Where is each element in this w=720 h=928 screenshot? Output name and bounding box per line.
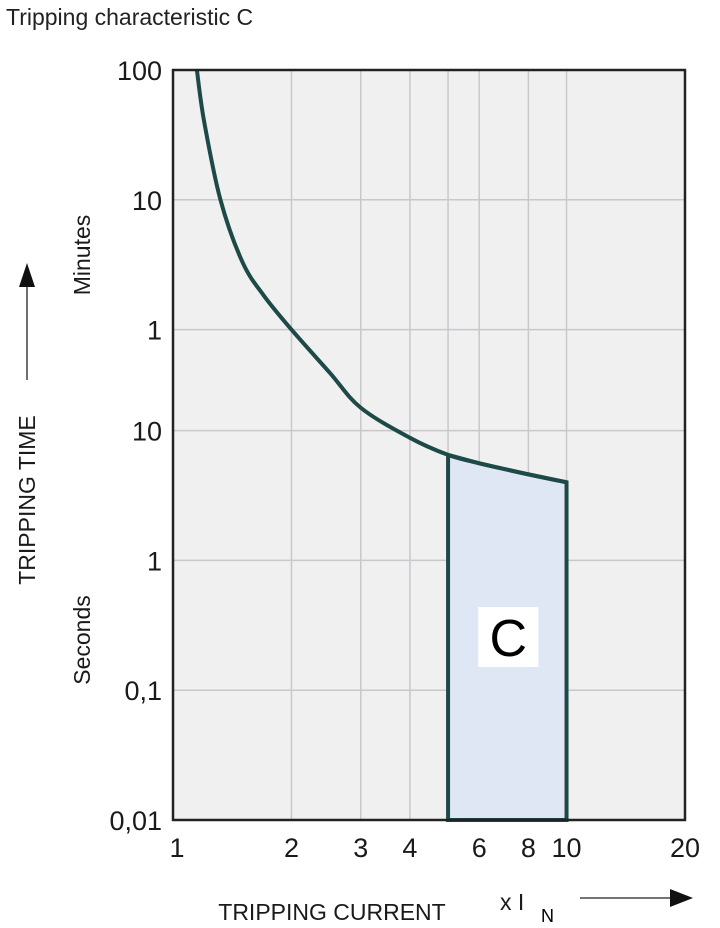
x-unit-label: x I — [500, 889, 524, 915]
y-axis-label: TRIPPING TIME — [14, 415, 40, 585]
x-tick-label: 10 — [552, 833, 582, 863]
y-tick-label: 0,1 — [124, 676, 162, 706]
plot-frame — [171, 68, 687, 822]
x-tick-label: 4 — [402, 833, 417, 863]
y-tick-label: 10 — [132, 417, 162, 447]
x-tick-labels: 1 2 3 4 6 8 10 20 — [169, 833, 700, 863]
region-label: C — [490, 610, 528, 668]
x-tick-label: 20 — [670, 833, 700, 863]
y-tick-label: 1 — [147, 316, 162, 346]
y-tick-label: 1 — [147, 546, 162, 576]
x-axis-label: TRIPPING CURRENT — [218, 899, 445, 925]
y-tick-labels: 100 10 1 10 1 0,1 0,01 — [109, 56, 162, 836]
x-tick-label: 2 — [284, 833, 299, 863]
x-unit-subscript: N — [541, 906, 554, 926]
tripping-curve — [194, 69, 567, 485]
seconds-label: Seconds — [69, 595, 95, 685]
x-arrow-icon — [670, 889, 693, 907]
x-tick-label: 1 — [169, 833, 184, 863]
y-arrow-icon — [19, 263, 35, 287]
y-tick-label: 10 — [132, 186, 162, 216]
y-tick-label: 100 — [117, 56, 162, 86]
region-label-box — [478, 607, 539, 667]
x-tick-label: 8 — [521, 833, 536, 863]
chart-title: Tripping characteristic C — [6, 4, 254, 30]
x-tick-label: 3 — [353, 833, 368, 863]
x-tick-label: 6 — [472, 833, 487, 863]
y-tick-label: 0,01 — [109, 806, 162, 836]
minutes-label: Minutes — [69, 215, 95, 296]
